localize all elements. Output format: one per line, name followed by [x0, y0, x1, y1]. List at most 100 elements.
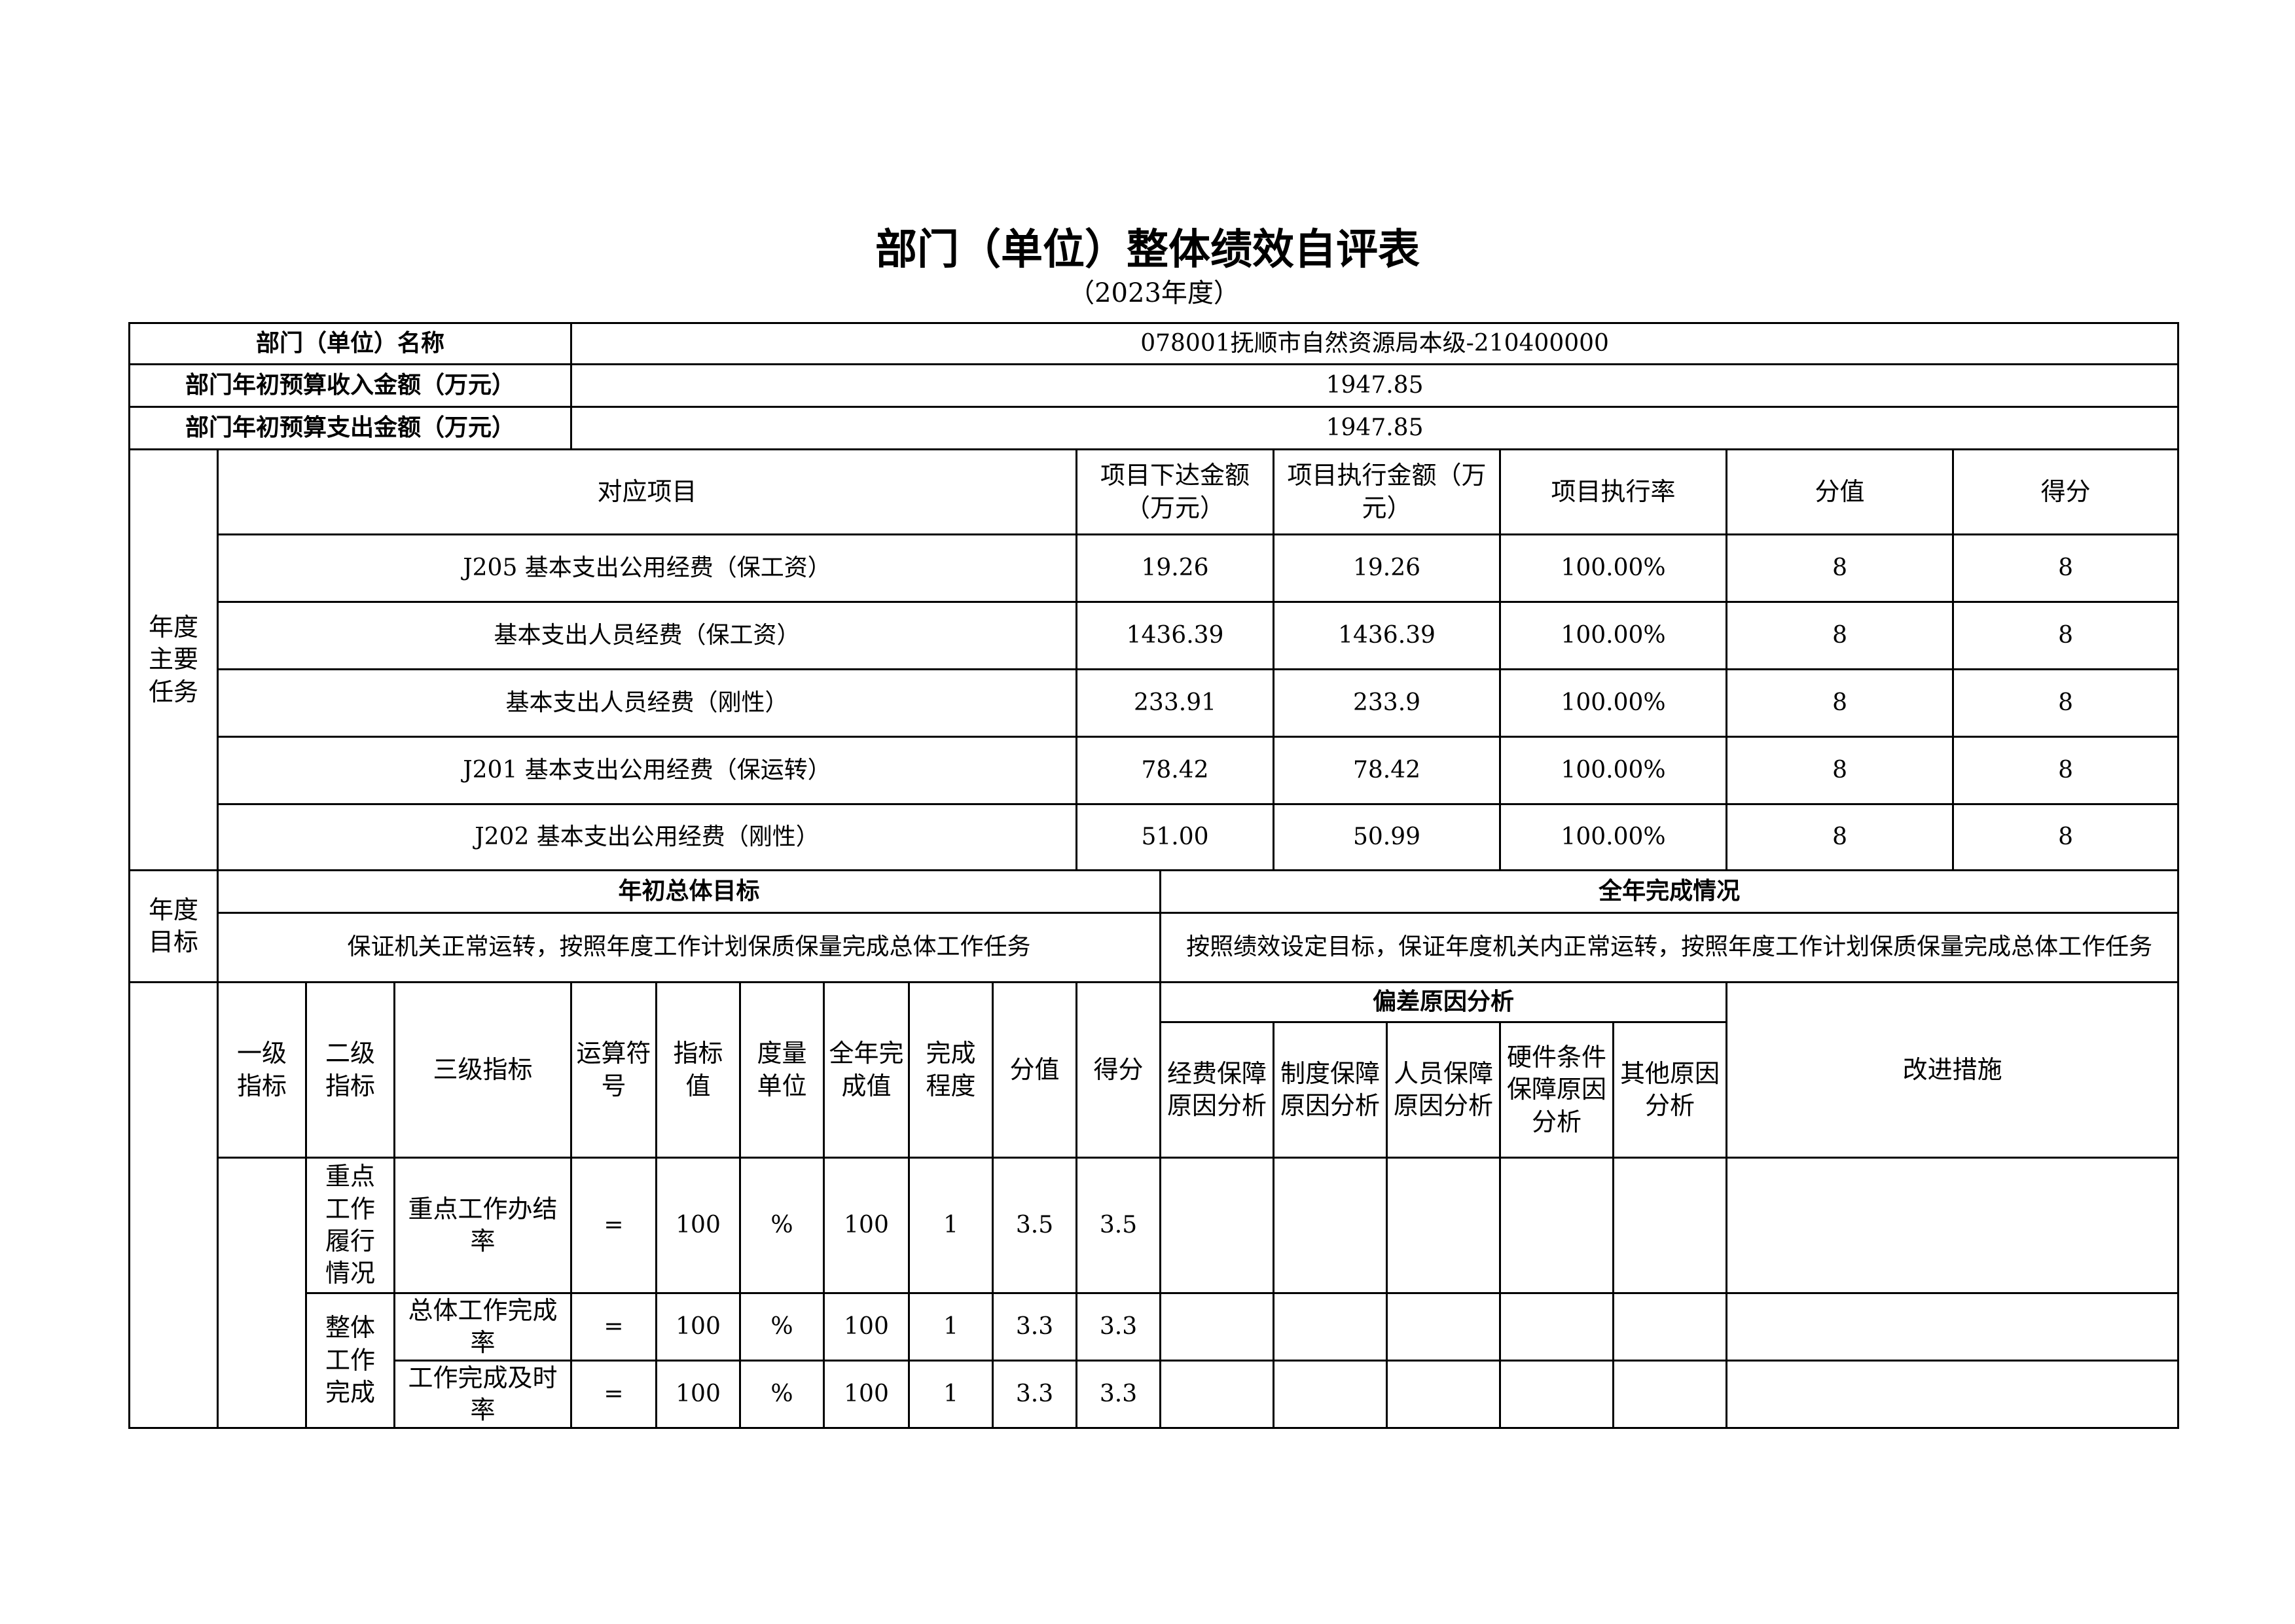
indicator-cell: 总体工作完成率	[393, 1292, 573, 1362]
blank-cell	[1273, 1157, 1388, 1294]
table-row: 基本支出人员经费（保工资） 1436.39 1436.39 100.00% 8 8	[130, 601, 2180, 670]
column-header: 一级指标	[217, 981, 307, 1159]
task-cell: 51.00	[1075, 803, 1275, 871]
blank-cell	[128, 981, 219, 1429]
task-cell: 100.00%	[1499, 601, 1728, 670]
blank-cell	[1726, 1157, 2180, 1294]
task-cell: J202 基本支出公用经费（刚性）	[216, 803, 1078, 871]
table-row: 工作完成及时率 = 100% 100 1 3.3 3.3	[130, 1360, 2180, 1429]
info-value: 078001抚顺市自然资源局本级-210400000	[570, 322, 2180, 365]
indicator-cell: %	[739, 1360, 825, 1429]
task-cell: J201 基本支出公用经费（保运转）	[216, 736, 1078, 805]
indicator-cell: 100	[823, 1292, 911, 1362]
column-header: 对应项目	[216, 448, 1078, 535]
info-label: 部门年初预算支出金额（万元）	[128, 406, 573, 450]
info-label: 部门（单位）名称	[128, 322, 573, 365]
task-cell: 50.99	[1273, 803, 1502, 871]
title: 部门（单位）整体绩效自评表	[875, 226, 1420, 274]
table-row: 部门年初预算支出金额（万元） 1947.85	[128, 406, 2180, 450]
task-cell: 8	[1952, 736, 2180, 805]
blank-cell	[1159, 1360, 1275, 1429]
blank-cell	[1726, 1292, 2180, 1362]
blank-cell	[1726, 1360, 2180, 1429]
column-header: 项目下达金额（万元）	[1075, 448, 1275, 535]
table-row: 保证机关正常运转，按照年度工作计划保质保量完成总体工作任务 按照绩效设定目标，保证…	[130, 912, 2180, 983]
indicator-cell: 100	[655, 1157, 742, 1294]
table-row: 整体工作完成 总体工作完成率 = 100% 100 1 3.3 3.3	[130, 1292, 2180, 1429]
blank-cell	[1499, 1157, 1615, 1294]
task-cell: 100.00%	[1499, 803, 1728, 871]
blank-cell	[1499, 1360, 1615, 1429]
blank-cell	[1386, 1360, 1502, 1429]
task-cell: 8	[1726, 533, 1955, 603]
column-header: 年初总体目标	[216, 869, 1162, 914]
level2-indicator: 整体工作完成	[305, 1292, 395, 1429]
table-row: J205 基本支出公用经费（保工资） 19.26 19.26 100.00% 8 8	[130, 533, 2180, 603]
indicator-cell: 1	[908, 1292, 994, 1362]
column-header: 全年完成情况	[1159, 869, 2180, 914]
column-header: 制度保障原因分析	[1273, 1021, 1388, 1159]
table-row: 重点工作履行情况 重点工作办结率 = 100% 100 1 3.5 3.5	[130, 1157, 2180, 1429]
task-cell: 8	[1726, 601, 1955, 670]
blank-cell	[1386, 1292, 1502, 1362]
column-header: 其他原因分析	[1612, 1021, 1728, 1159]
table-row: 部门（单位）名称 078001抚顺市自然资源局本级-210400000	[128, 322, 2180, 365]
task-cell: 8	[1952, 803, 2180, 871]
indicator-cell: 100	[823, 1157, 911, 1294]
table-row: 年度主要任务 对应项目 项目下达金额（万元） 项目执行金额（万元） 项目执行率 分值 得分	[128, 448, 2180, 871]
table-row: 部门年初预算收入金额（万元） 1947.85	[128, 363, 2180, 408]
task-cell: 233.9	[1273, 668, 1502, 738]
column-header: 全年完成值	[823, 981, 911, 1159]
indicator-cell: %	[739, 1157, 825, 1294]
table-row: 一级指标 二级指标 三级指标 运算符号 指标值 度量单位 全年完成值 完成程度 分值 得分 偏差原因…	[128, 981, 2180, 1429]
task-cell: 100.00%	[1499, 736, 1728, 805]
column-header: 度量单位	[739, 981, 825, 1159]
column-header: 偏差原因分析	[1159, 981, 1728, 1023]
blank-cell	[1612, 1292, 1728, 1362]
goal-text: 保证机关正常运转，按照年度工作计划保质保量完成总体工作任务	[216, 912, 1162, 983]
task-cell: 8	[1952, 601, 2180, 670]
indicator-cell: =	[570, 1360, 658, 1429]
indicator-cell: 3.3	[992, 1292, 1078, 1362]
blank-cell	[1273, 1360, 1388, 1429]
blank-cell	[217, 1157, 307, 1429]
task-cell: J205 基本支出公用经费（保工资）	[216, 533, 1078, 603]
indicator-cell: 重点工作办结率	[393, 1157, 573, 1294]
indicator-cell: 100	[823, 1360, 911, 1429]
section-label: 年度目标	[128, 869, 219, 983]
task-cell: 19.26	[1273, 533, 1502, 603]
info-value: 1947.85	[570, 363, 2180, 408]
column-header: 指标值	[655, 981, 742, 1159]
indicator-cell: 3.3	[1075, 1360, 1162, 1429]
indicator-cell: 100	[655, 1292, 742, 1362]
column-header: 硬件条件保障原因分析	[1499, 1021, 1615, 1159]
blank-cell	[1386, 1157, 1502, 1294]
column-header: 完成程度	[908, 981, 994, 1159]
indicator-cell: 3.5	[992, 1157, 1078, 1294]
blank-cell	[1159, 1292, 1275, 1362]
column-header: 三级指标	[393, 981, 573, 1159]
column-header: 运算符号	[570, 981, 658, 1159]
table-row: 年度目标 年初总体目标 全年完成情况	[128, 869, 2180, 983]
task-cell: 8	[1952, 668, 2180, 738]
table-row: 经费保障原因分析 制度保障原因分析 人员保障原因分析 硬件条件保障原因分析 其他原因分析	[130, 1021, 2178, 1159]
blank-cell	[1612, 1157, 1728, 1294]
column-header: 分值	[992, 981, 1078, 1159]
blank-cell	[1499, 1292, 1615, 1362]
table-row: J202 基本支出公用经费（刚性） 51.00 50.99 100.00% 8 8	[130, 803, 2180, 871]
indicator-cell: 3.3	[992, 1360, 1078, 1429]
subtitle: （2023年度）	[1068, 278, 1240, 308]
task-cell: 8	[1952, 533, 2180, 603]
evaluation-table: 部门（单位）名称 078001抚顺市自然资源局本级-210400000 部门年初预算…	[128, 322, 2180, 1429]
column-header: 改进措施	[1726, 981, 2180, 1159]
task-cell: 基本支出人员经费（保工资）	[216, 601, 1078, 670]
info-label: 部门年初预算收入金额（万元）	[128, 363, 573, 408]
task-cell: 1436.39	[1273, 601, 1502, 670]
task-cell: 78.42	[1075, 736, 1275, 805]
blank-cell	[1612, 1360, 1728, 1429]
column-header: 二级指标	[305, 981, 395, 1159]
indicator-cell: =	[570, 1292, 658, 1362]
indicator-cell: 1	[908, 1157, 994, 1294]
task-cell: 8	[1726, 736, 1955, 805]
